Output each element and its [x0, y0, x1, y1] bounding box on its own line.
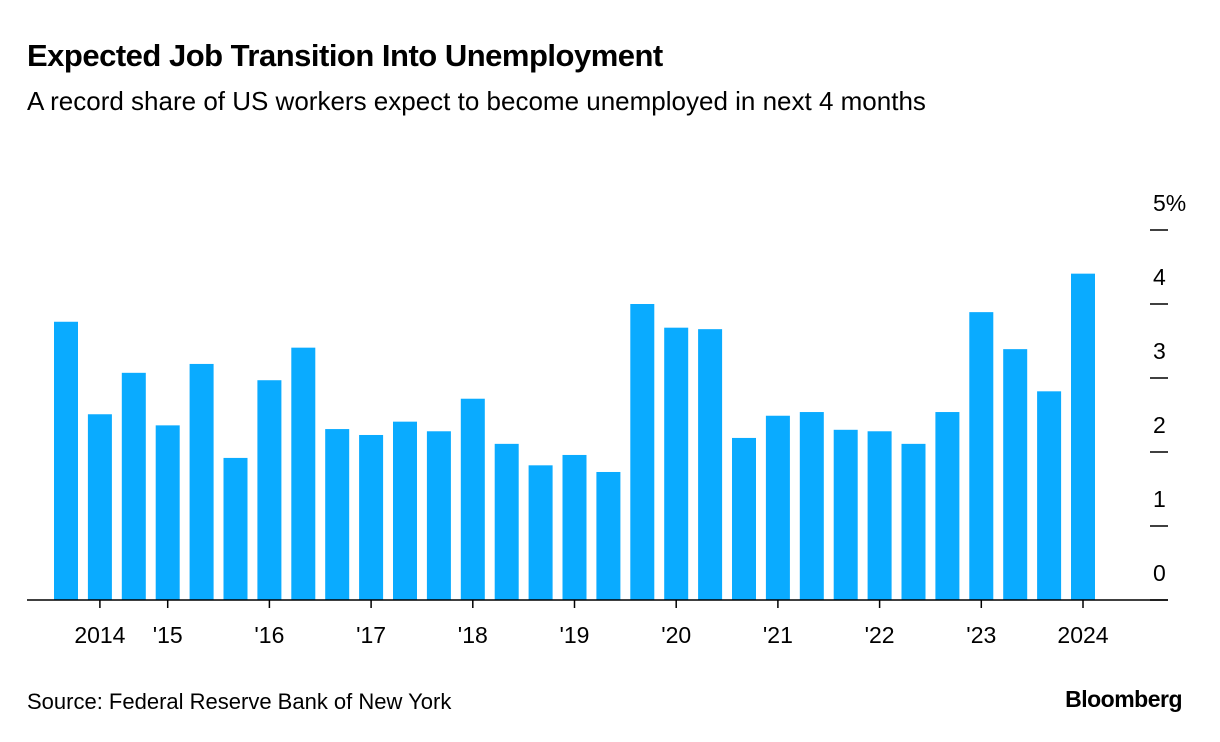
bar [325, 429, 350, 600]
bar [765, 415, 790, 600]
x-tick-label: '17 [356, 622, 386, 648]
y-tick-label: 4 [1153, 264, 1166, 290]
bar [935, 412, 960, 600]
bar [121, 372, 146, 600]
y-tick-label: 2 [1153, 412, 1166, 438]
x-tick-label: '23 [966, 622, 996, 648]
y-tick-label: 1 [1153, 486, 1166, 512]
bar [630, 304, 655, 600]
x-tick-label: '21 [763, 622, 793, 648]
bar [291, 347, 316, 600]
bar [969, 312, 994, 600]
x-tick-label: '18 [458, 622, 488, 648]
bar [359, 434, 384, 600]
y-tick-label: 3 [1153, 338, 1166, 364]
bar [596, 471, 621, 600]
bar [562, 454, 587, 600]
x-tick-label: '20 [661, 622, 691, 648]
chart-title: Expected Job Transition Into Unemploymen… [27, 38, 663, 73]
bar [189, 363, 214, 600]
bar [155, 425, 180, 600]
bar [54, 321, 78, 600]
x-tick-label: 2014 [74, 622, 125, 648]
bar [1071, 273, 1095, 600]
bar [698, 329, 723, 600]
bar [867, 431, 892, 600]
bar [1003, 349, 1028, 600]
bar [664, 327, 689, 600]
bar [799, 412, 824, 600]
bar [393, 421, 417, 600]
bar [223, 457, 248, 600]
x-tick-label: 2024 [1057, 622, 1108, 648]
bar [901, 443, 926, 600]
bar [833, 429, 858, 600]
bar [732, 437, 756, 600]
bar [257, 380, 282, 600]
x-tick-label: '15 [153, 622, 183, 648]
x-tick-label: '22 [865, 622, 895, 648]
y-tick-label: 5% [1153, 190, 1186, 216]
x-tick-label: '16 [254, 622, 284, 648]
credit: Bloomberg [1065, 686, 1182, 712]
x-tick-label: '19 [560, 622, 590, 648]
bar [426, 431, 451, 600]
bar [87, 414, 112, 600]
chart-subtitle: A record share of US workers expect to b… [27, 86, 926, 116]
bar [1037, 391, 1062, 600]
bar [528, 465, 553, 600]
bar [460, 398, 485, 600]
y-tick-label: 0 [1153, 560, 1166, 586]
bar [494, 443, 519, 600]
source-note: Source: Federal Reserve Bank of New York [27, 689, 452, 714]
